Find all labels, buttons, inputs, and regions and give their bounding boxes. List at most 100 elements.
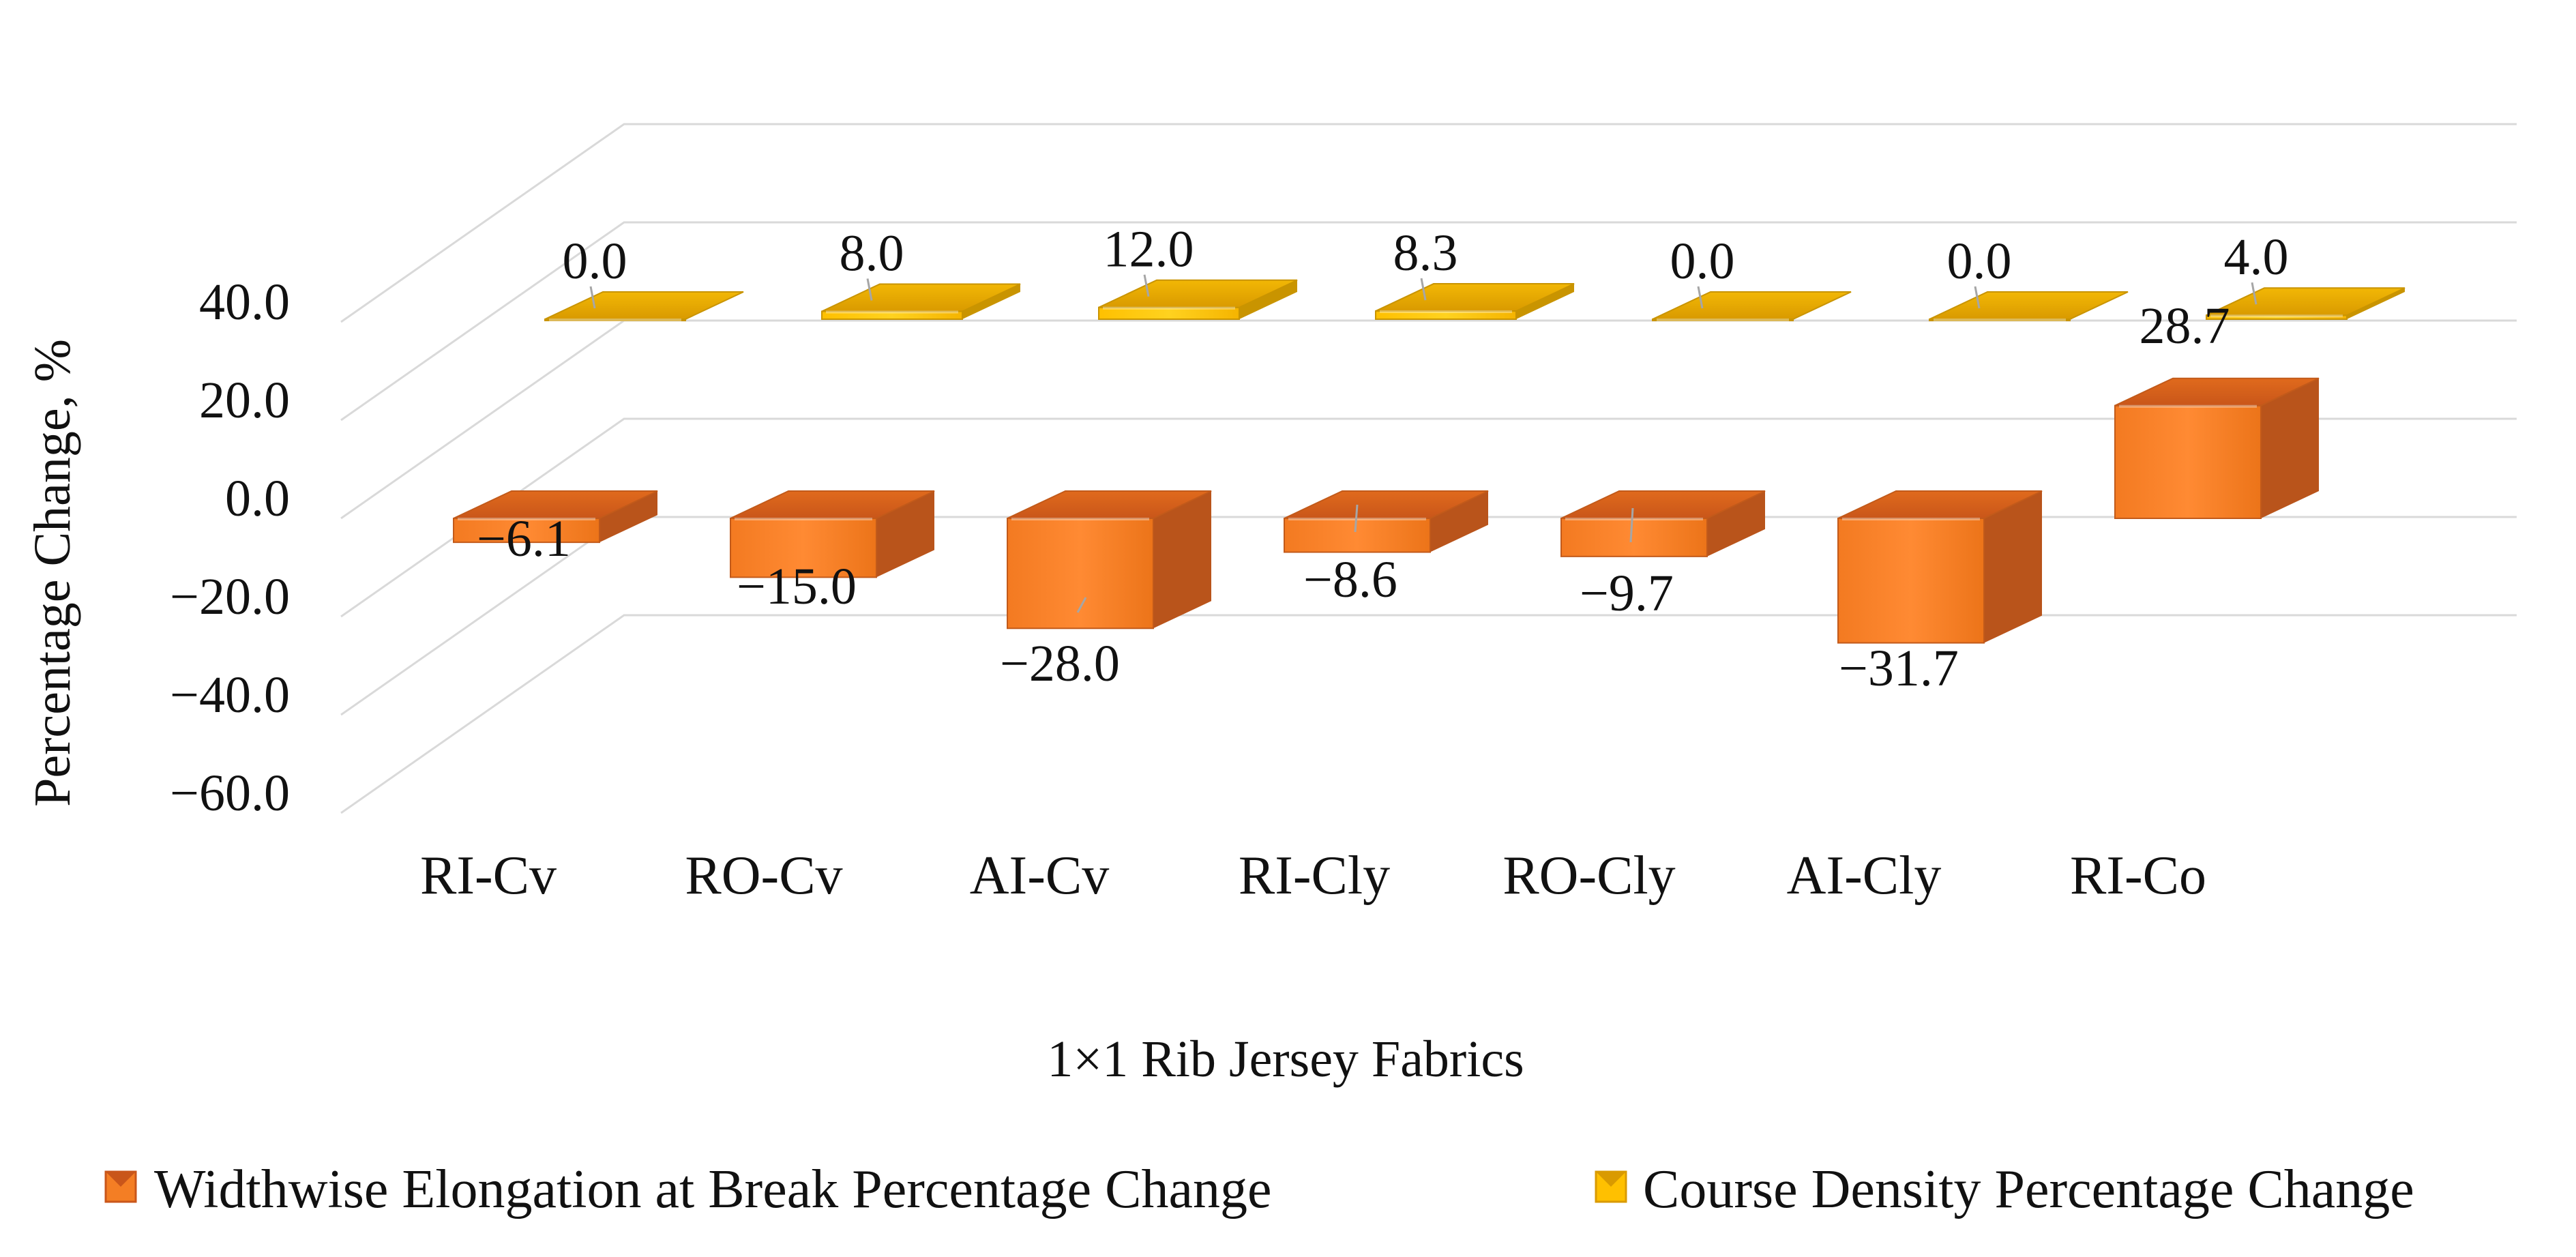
course-density-bar-side	[1239, 280, 1297, 319]
elongation-bar-front	[2114, 404, 2262, 519]
elongation-bar-top	[1560, 490, 1766, 519]
course-density-bar-top	[1098, 279, 1298, 308]
course-density-bar	[821, 283, 1021, 321]
course-density-bar	[1098, 279, 1298, 321]
elongation-bar	[1284, 490, 1489, 553]
elongation-bar-top	[1007, 490, 1212, 519]
elongation-data-label: −9.7	[1580, 565, 1674, 622]
elongation-data-label: −15.0	[737, 558, 857, 615]
course-density-bar-side	[1516, 284, 1574, 319]
elongation-leader	[1354, 504, 1359, 533]
elongation-data-label: −28.0	[1000, 635, 1120, 692]
elongation-data-label: −8.6	[1303, 551, 1397, 608]
x-tick-label: RI-Cly	[1239, 846, 1390, 906]
course-density-data-label: 0.0	[563, 233, 627, 290]
course-density-bar-top	[1375, 283, 1575, 312]
legend: Widthwise Elongation at Break Percentage…	[104, 1159, 2414, 1219]
gridline	[340, 417, 2517, 618]
x-axis-title: 1×1 Rib Jersey Fabrics	[1047, 1031, 1524, 1088]
elongation-bar-side	[1984, 491, 2042, 643]
course-density-bar	[1375, 283, 1575, 321]
elongation-bar	[453, 490, 658, 544]
x-tick-label: AI-Cly	[1787, 846, 1942, 906]
course-density-data-label: 0.0	[1947, 233, 2012, 290]
elongation-data-label: −6.1	[477, 510, 571, 567]
y-tick-label: 40.0	[199, 273, 290, 331]
elongation-bar-top	[2114, 377, 2320, 406]
course-density-bar-top	[1652, 291, 1852, 320]
elongation-leader	[1076, 597, 1087, 613]
elongation-bar	[2114, 377, 2320, 519]
x-axis-ticks: RI-Cv RO-Cv AI-Cv RI-Cly RO-Cly AI-Cly RI-Co	[420, 846, 2206, 906]
course-density-series: 0.0 8.0 12.0 8.3 0.0 0.0 4.0	[544, 221, 2405, 321]
course-density-data-label: 8.0	[840, 224, 904, 282]
legend-item-course-density[interactable]: Course Density Percentage Change	[1595, 1159, 2414, 1219]
course-density-bar-side	[962, 284, 1020, 319]
elongation-bar	[730, 490, 935, 578]
elongation-bar-side	[1430, 491, 1488, 552]
gridline	[340, 123, 2517, 323]
course-density-bar	[2206, 287, 2405, 320]
x-tick-label: RI-Co	[2070, 846, 2206, 906]
course-density-data-label: 12.0	[1104, 221, 1194, 278]
legend-item-elongation[interactable]: Widthwise Elongation at Break Percentage…	[104, 1159, 1271, 1219]
legend-label-course-density: Course Density Percentage Change	[1643, 1159, 2414, 1219]
elongation-bar-side	[2261, 378, 2319, 518]
elongation-bar-top	[1284, 490, 1489, 519]
course-density-bar	[1929, 291, 2129, 321]
y-tick-label: −20.0	[170, 568, 290, 625]
elongation-bar-side	[599, 491, 657, 543]
course-density-leader	[866, 278, 873, 301]
elongation-leader	[1629, 507, 1634, 543]
course-density-leader	[1420, 278, 1427, 301]
elongation-bar-front	[1284, 518, 1431, 553]
course-density-data-label: 0.0	[1670, 233, 1735, 290]
elongation-bar	[1007, 490, 1212, 630]
legend-label-elongation: Widthwise Elongation at Break Percentage…	[154, 1159, 1271, 1219]
elongation-bar	[1837, 490, 2043, 644]
elongation-bar	[1560, 490, 1766, 557]
elongation-bar-front	[1837, 518, 1985, 644]
x-tick-label: AI-Cv	[970, 846, 1109, 906]
elongation-data-label: 28.7	[2140, 297, 2230, 355]
legend-swatch-elongation-shade	[106, 1172, 136, 1187]
elongation-bar-top	[730, 490, 935, 519]
elongation-bar-front	[730, 518, 877, 578]
course-density-bar-top	[2206, 287, 2405, 316]
course-density-leader	[1974, 286, 1981, 309]
elongation-data-label: −31.7	[1839, 640, 1959, 697]
course-density-data-label: 8.3	[1393, 224, 1458, 282]
x-tick-label: RI-Cv	[420, 846, 557, 906]
course-density-bar-top	[821, 283, 1021, 312]
y-axis-ticks: 40.0 20.0 0.0 −20.0 −40.0 −60.0	[170, 273, 290, 822]
elongation-bar-side	[1153, 491, 1211, 629]
gridline	[340, 221, 2517, 422]
y-tick-label: −40.0	[170, 666, 290, 724]
elongation-series: −6.1 −15.0 −28.0 −8.6 −9.7 −31.7 28.7	[453, 297, 2320, 697]
elongation-bar-top	[453, 490, 658, 519]
y-tick-label: −60.0	[170, 765, 290, 822]
elongation-bar-top	[1837, 490, 2043, 519]
elongation-bar-side	[876, 491, 934, 578]
y-axis-title: Percentage Change, %	[24, 339, 81, 807]
gridline	[340, 614, 2517, 814]
course-density-leader	[1143, 274, 1150, 297]
elongation-bar-side	[1707, 491, 1765, 557]
course-density-leader	[1697, 286, 1704, 309]
course-density-data-label: 4.0	[2224, 228, 2289, 286]
x-tick-label: RO-Cly	[1502, 846, 1675, 906]
course-density-leader	[589, 286, 596, 309]
course-density-bar	[1652, 291, 1852, 321]
course-density-bar-top	[1929, 291, 2129, 320]
y-tick-label: 20.0	[199, 372, 290, 429]
course-density-bar-top	[544, 291, 744, 320]
elongation-bar-front	[1007, 518, 1154, 630]
course-density-bar	[544, 291, 744, 321]
x-tick-label: RO-Cv	[685, 846, 842, 906]
y-tick-label: 0.0	[225, 470, 290, 527]
course-density-leader	[2251, 282, 2257, 305]
course-density-bar-side	[2347, 288, 2405, 319]
elongation-bar-front	[1560, 518, 1708, 557]
legend-swatch-course-density-shade	[1596, 1172, 1626, 1187]
